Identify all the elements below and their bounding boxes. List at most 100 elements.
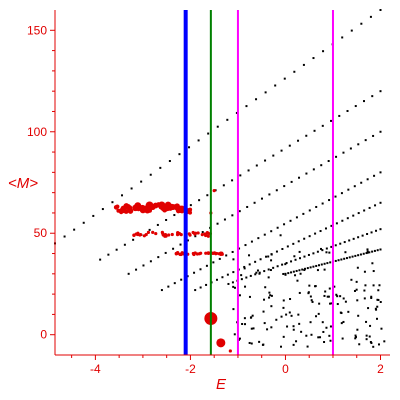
- data-point: [379, 9, 382, 11]
- data-point: [252, 327, 255, 330]
- data-point: [298, 291, 301, 294]
- data-point: [357, 143, 360, 146]
- data-point: [379, 301, 382, 304]
- data-point: [356, 266, 359, 269]
- data-point: [357, 314, 360, 317]
- highlight-point: [214, 252, 218, 256]
- data-point: [164, 251, 167, 254]
- data-point: [380, 327, 383, 330]
- data-point: [270, 253, 273, 256]
- data-point: [303, 255, 306, 258]
- data-point: [308, 209, 311, 212]
- data-point: [319, 230, 322, 233]
- data-point: [348, 239, 351, 242]
- data-point: [206, 194, 209, 197]
- data-point: [186, 239, 189, 242]
- data-point: [354, 254, 357, 257]
- data-point: [258, 272, 261, 275]
- highlight-point: [212, 189, 216, 193]
- x-tick-label: -2: [185, 362, 196, 376]
- data-point: [270, 294, 273, 297]
- data-point: [216, 222, 219, 225]
- data-point: [248, 295, 251, 298]
- data-point: [282, 306, 285, 309]
- data-point: [285, 262, 288, 265]
- highlight-point: [163, 233, 167, 238]
- data-point: [167, 285, 170, 288]
- data-point: [347, 188, 350, 191]
- data-point: [312, 252, 315, 255]
- data-point: [342, 320, 345, 323]
- data-point: [329, 261, 332, 264]
- data-point: [266, 328, 269, 331]
- data-point: [260, 197, 263, 200]
- data-point: [304, 267, 307, 270]
- data-point: [290, 314, 293, 317]
- data-point: [281, 263, 284, 266]
- data-point: [307, 292, 310, 295]
- data-point: [258, 271, 261, 274]
- data-point: [363, 270, 366, 273]
- data-point: [281, 247, 284, 250]
- data-point: [235, 111, 238, 114]
- data-point: [321, 249, 324, 252]
- data-point: [294, 258, 297, 261]
- data-point: [240, 278, 243, 281]
- data-point: [293, 70, 296, 73]
- data-point: [316, 269, 319, 272]
- data-point: [248, 263, 251, 266]
- data-point: [248, 341, 251, 344]
- data-point: [246, 205, 249, 208]
- data-point: [199, 286, 202, 289]
- data-point: [305, 172, 308, 175]
- data-point: [370, 231, 373, 234]
- data-point: [303, 237, 306, 240]
- highlight-point: [203, 232, 207, 236]
- data-point: [334, 195, 337, 198]
- data-point: [270, 230, 273, 233]
- data-point: [375, 229, 378, 232]
- data-point: [231, 281, 234, 284]
- data-point: [309, 321, 312, 324]
- data-point: [326, 295, 329, 298]
- data-point: [357, 212, 360, 215]
- data-point: [264, 159, 267, 162]
- data-point: [243, 317, 246, 320]
- data-point: [189, 204, 192, 207]
- data-point: [330, 119, 333, 122]
- data-point: [368, 206, 371, 209]
- data-point: [354, 105, 357, 108]
- data-point: [267, 255, 270, 258]
- data-point: [319, 247, 322, 250]
- data-point: [173, 214, 176, 217]
- data-point: [318, 302, 321, 305]
- data-point: [197, 139, 200, 142]
- data-point: [307, 253, 310, 256]
- data-point: [323, 341, 326, 344]
- data-point: [194, 289, 197, 292]
- data-point: [357, 236, 360, 239]
- data-point: [369, 340, 372, 343]
- data-point: [270, 259, 273, 262]
- data-point: [372, 284, 375, 287]
- data-point: [297, 313, 300, 316]
- y-axis-label: <M>: [8, 175, 38, 192]
- data-point: [354, 334, 357, 337]
- data-point: [222, 184, 225, 187]
- highlight-point: [196, 231, 200, 235]
- data-point: [329, 325, 332, 328]
- data-point: [354, 337, 357, 340]
- data-point: [308, 284, 311, 287]
- data-point: [371, 250, 374, 253]
- data-point: [346, 109, 349, 112]
- data-point: [359, 253, 362, 256]
- data-point: [325, 251, 328, 254]
- data-point: [272, 154, 275, 157]
- data-point: [295, 216, 298, 219]
- data-point: [225, 254, 228, 257]
- data-point: [173, 282, 176, 285]
- data-point: [216, 125, 219, 128]
- data-point: [379, 171, 382, 174]
- data-point: [270, 326, 273, 329]
- data-point: [157, 256, 160, 259]
